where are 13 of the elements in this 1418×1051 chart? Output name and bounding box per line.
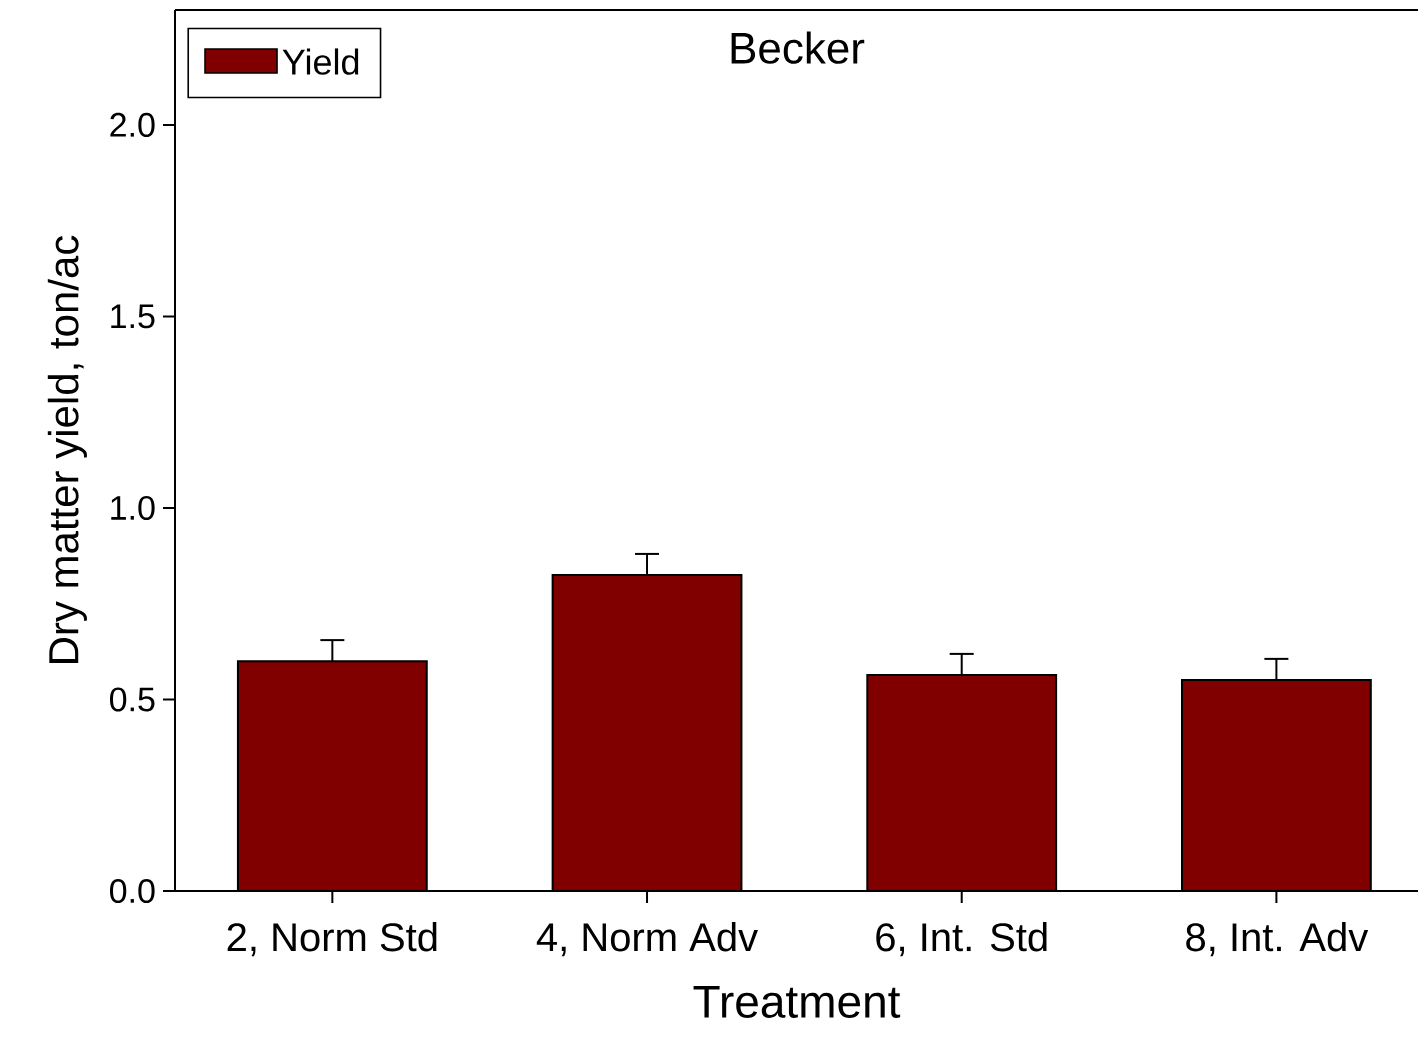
x-tick-label: 6, Int. Std (876, 922, 1047, 957)
x-tick-label: 8, Int. Adv (1186, 922, 1369, 957)
y-tick-label: 0.0 (109, 878, 155, 904)
chart-title: Becker (731, 31, 865, 64)
x-tick-label: 4, Norm Adv (536, 922, 758, 957)
y-tick-label: 1.5 (111, 304, 155, 329)
x-tick-label: 2, Norm Std (227, 922, 437, 957)
y-tick-label: 1.0 (111, 495, 155, 521)
legend-label: Yield (282, 48, 359, 75)
x-axis-title: Treatment (693, 985, 901, 1018)
y-axis-title: Dry matter yield, ton/ac (47, 235, 87, 663)
y-tick-label: 2.0 (110, 112, 155, 137)
y-tick-label: 0.5 (109, 687, 155, 712)
